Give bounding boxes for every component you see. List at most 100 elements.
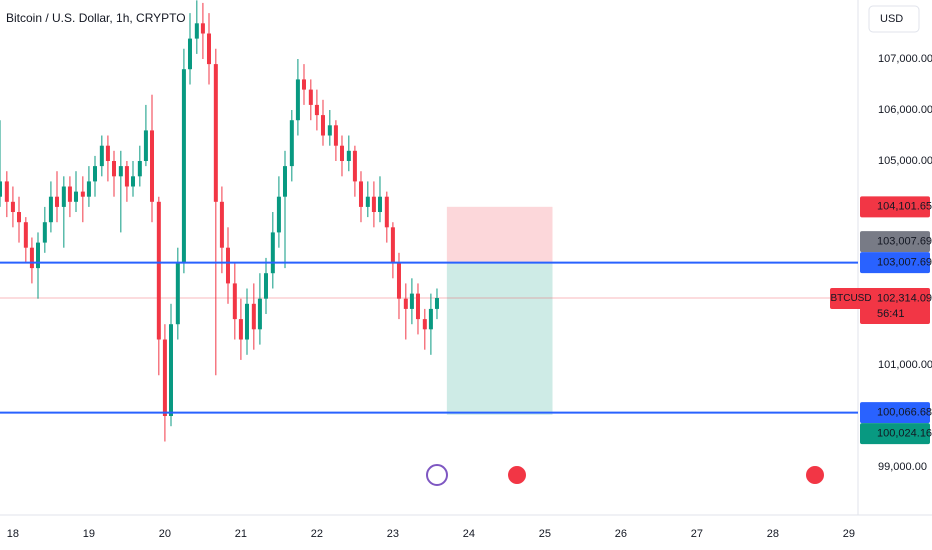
candle-body — [181, 69, 186, 264]
x-tick-label: 20 — [159, 528, 171, 540]
candle-body — [358, 181, 363, 207]
candle-body — [42, 222, 47, 243]
candle-body — [137, 161, 142, 177]
candle-body — [194, 23, 199, 39]
candle-body — [10, 201, 15, 213]
candle-body — [23, 222, 28, 248]
candle-body — [156, 201, 161, 340]
candle-body — [314, 104, 319, 116]
candle-body — [428, 308, 433, 330]
price-tag-label: 102,314.09 — [877, 292, 932, 304]
price-tag-label: 104,101.65 — [877, 201, 932, 213]
events[interactable] — [426, 464, 826, 486]
candle-body — [213, 64, 218, 202]
y-tick-label: 106,000.00 — [878, 104, 932, 116]
candle-body — [365, 196, 370, 207]
candle-body — [54, 196, 59, 207]
candle-body — [396, 263, 401, 299]
candle-body — [206, 33, 211, 65]
candle-body — [270, 232, 275, 274]
symbol-tag — [830, 287, 872, 309]
candle-body — [61, 186, 66, 207]
event-icon[interactable] — [804, 464, 826, 486]
x-tick-label: 27 — [691, 528, 703, 540]
candle-body — [346, 150, 351, 162]
candle-body — [422, 319, 427, 330]
candle-body — [168, 324, 173, 417]
x-tick-label: 29 — [843, 528, 855, 540]
candle-body — [276, 196, 281, 233]
candle-body — [244, 303, 249, 340]
x-tick-label: 25 — [539, 528, 551, 540]
x-tick-label: 24 — [463, 528, 475, 540]
x-tick-label: 26 — [615, 528, 627, 540]
price-tag — [860, 252, 930, 274]
candle-body — [409, 293, 414, 309]
candle-body — [219, 201, 224, 248]
candle-body — [200, 23, 205, 34]
symbol-label: BTCUSD — [830, 293, 871, 304]
candle-body — [352, 150, 357, 182]
candle-body — [415, 293, 420, 320]
candle-body — [175, 263, 180, 325]
candle-body — [118, 166, 123, 177]
x-tick-label: 18 — [7, 528, 19, 540]
candle-body — [86, 181, 91, 197]
price-tag-label: 100,024.16 — [877, 428, 932, 440]
candle-body — [308, 89, 313, 105]
candle-body — [371, 196, 376, 213]
price-tag — [860, 287, 930, 324]
price-tag — [860, 423, 930, 445]
candle-body — [289, 120, 294, 167]
candle-body — [282, 166, 287, 197]
candle-body — [339, 145, 344, 162]
candle-body — [333, 125, 338, 146]
price-tag — [860, 402, 930, 424]
y-tick-label: 101,000.00 — [878, 359, 932, 371]
event-icon[interactable] — [506, 464, 528, 486]
candle-body — [238, 319, 243, 340]
price-tag — [860, 196, 930, 218]
y-tick-label: 107,000.00 — [878, 53, 932, 65]
candle-body — [390, 227, 395, 264]
candle-body — [99, 145, 104, 167]
stop-zone — [446, 206, 553, 263]
candle-body — [263, 273, 268, 299]
y-tick-label: 105,000.00 — [878, 155, 932, 167]
candle-body — [80, 191, 85, 197]
candle-body — [301, 79, 306, 90]
candle-body — [403, 298, 408, 309]
candle-body — [111, 161, 116, 177]
candle-body — [162, 339, 167, 417]
candle-body — [67, 186, 72, 202]
candle-body — [29, 247, 34, 269]
candle-body — [124, 166, 129, 187]
price-tag-label: 103,007.69 — [877, 236, 932, 248]
candle-body — [73, 191, 78, 202]
candle-body — [187, 38, 192, 70]
x-tick-label: 19 — [83, 528, 95, 540]
currency: USD — [880, 13, 903, 25]
chart-title: Bitcoin / U.S. Dollar, 1h, CRYPTO — [6, 11, 186, 25]
candle-body — [257, 298, 262, 330]
candle-body — [434, 297, 439, 309]
candle-body — [16, 212, 21, 223]
candle-body — [149, 130, 154, 202]
candle-body — [327, 125, 332, 136]
currency-button[interactable] — [868, 5, 920, 33]
event-icon[interactable] — [426, 464, 448, 486]
candle-body — [35, 242, 40, 269]
x-tick-label: 23 — [387, 528, 399, 540]
candle-body — [105, 145, 110, 162]
candle-body — [143, 130, 148, 162]
target-zone — [446, 262, 553, 415]
price-tag-label: 103,007.69 — [877, 257, 932, 269]
countdown: 56:41 — [877, 308, 905, 320]
candle-body — [320, 115, 325, 136]
candle-body — [48, 196, 53, 223]
candle-body — [377, 196, 382, 213]
price-tag-label: 100,066.68 — [877, 407, 932, 419]
candle-body — [92, 166, 97, 182]
